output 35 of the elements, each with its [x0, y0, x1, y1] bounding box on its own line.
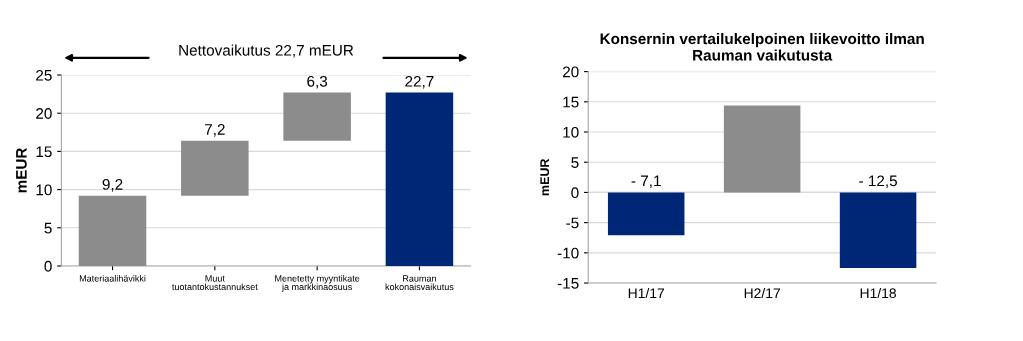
- y-tick-label: 0: [571, 187, 579, 199]
- data-label: 9,2: [102, 179, 123, 192]
- y-tick-label: 15: [36, 146, 52, 158]
- bar: [181, 140, 249, 196]
- bar: [283, 92, 351, 141]
- data-label: 6,3: [307, 75, 328, 89]
- y-tick-label: 20: [36, 108, 52, 119]
- y-tick-label: 0: [44, 260, 52, 272]
- x-tick-label: H1/17: [628, 287, 665, 299]
- bar: [385, 92, 454, 266]
- y-tick-label: -5: [566, 217, 579, 229]
- chart-title: Konsernin vertailukelpoinen liikevoitto ilman Rauman vaikutusta: [600, 32, 924, 61]
- data-label: 7,2: [204, 124, 225, 137]
- x-tick-label: Materiaalihävikki: [79, 275, 146, 282]
- y-tick-label: 5: [44, 222, 52, 234]
- y-tick-label: 15: [563, 96, 579, 108]
- x-tick-label: H2/17: [744, 287, 780, 299]
- y-tick-label: -10: [557, 247, 579, 259]
- y-tick-label: 20: [562, 66, 579, 78]
- y-tick-label: 10: [36, 184, 52, 196]
- y-tick-label: 10: [563, 126, 579, 138]
- y-axis-title: mEUR: [540, 158, 550, 196]
- x-tick-label: Muut tuotantokustannukset: [172, 275, 258, 291]
- y-tick-label: 5: [571, 157, 579, 168]
- data-label: - 7,1: [631, 175, 661, 189]
- bar: [78, 195, 147, 266]
- data-label: - 12,5: [859, 175, 897, 189]
- x-tick-label: H1/18: [860, 287, 896, 299]
- data-label: 22,7: [405, 75, 434, 89]
- x-tick-label: Menetetty myyntikate ja markkinaosuus: [275, 275, 360, 292]
- y-tick-label: -15: [557, 278, 579, 289]
- y-tick-label: 25: [36, 69, 52, 81]
- chart-title: Nettovaikutus 22,7 mEUR: [179, 44, 354, 58]
- y-axis-title: mEUR: [16, 147, 27, 193]
- x-tick-label: Rauman kokonaisvaikutus: [385, 275, 454, 291]
